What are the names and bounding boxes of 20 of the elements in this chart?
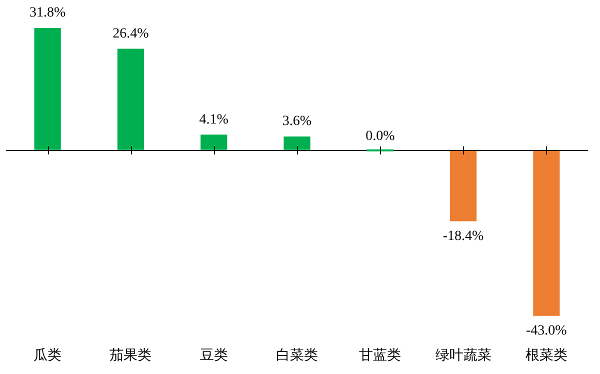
x-tick-label: 白菜类 xyxy=(276,347,318,364)
data-label: 31.8% xyxy=(29,6,66,21)
bar xyxy=(34,28,61,150)
data-label: -18.4% xyxy=(442,228,484,244)
x-tick-label: 根菜类 xyxy=(525,347,568,364)
bar xyxy=(450,150,477,222)
data-label: 4.1% xyxy=(199,112,229,128)
x-tick-label: 甘蓝类 xyxy=(359,347,402,364)
bar xyxy=(200,134,228,150)
x-tick-label: 瓜类 xyxy=(34,347,62,364)
data-label: 3.6% xyxy=(282,114,312,130)
data-label: 26.4% xyxy=(112,26,150,42)
data-label: -43.0% xyxy=(526,324,568,339)
x-tick-label: 豆类 xyxy=(200,347,228,364)
bar xyxy=(533,150,560,316)
x-tick-label: 茄果类 xyxy=(110,347,152,364)
x-tick-label: 绿叶蔬菜 xyxy=(435,347,492,364)
bar xyxy=(284,136,310,150)
bar xyxy=(117,48,144,150)
data-label: 0.0% xyxy=(366,129,396,144)
